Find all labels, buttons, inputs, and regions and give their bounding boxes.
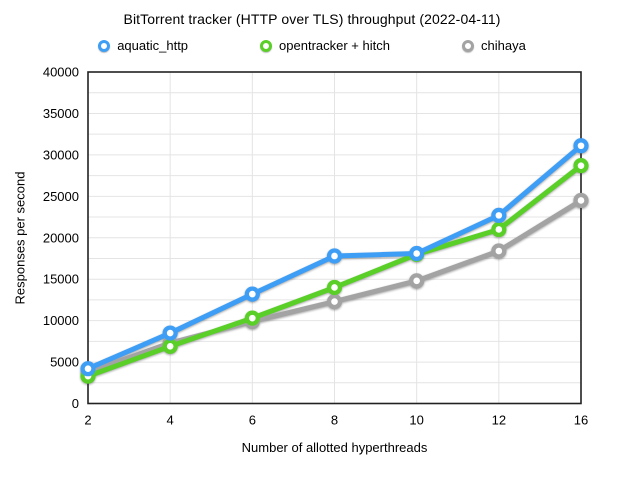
y-tick-label: 40000 [43, 65, 79, 80]
x-tick-label: 10 [409, 413, 423, 428]
x-tick-label: 6 [249, 413, 256, 428]
y-tick-label: 30000 [43, 147, 79, 162]
data-point-center [331, 252, 338, 260]
legend-item-aquatic-http: aquatic_http [98, 38, 188, 53]
legend-item-chihaya: chihaya [461, 38, 526, 53]
data-point-center [495, 212, 503, 219]
x-tick-label: 2 [84, 413, 91, 428]
legend-marker-icon [461, 39, 474, 52]
chart-legend: aquatic_http opentracker + hitch chihaya [0, 38, 624, 53]
data-point-center [249, 290, 256, 298]
data-point-center [577, 197, 585, 204]
y-tick-label: 20000 [43, 230, 79, 245]
data-point-center [495, 247, 503, 255]
legend-item-opentracker-hitch: opentracker + hitch [260, 38, 390, 53]
series-group [80, 138, 589, 384]
data-point-center [166, 329, 174, 337]
data-point-center [331, 298, 338, 305]
data-point-center [331, 284, 338, 291]
chart-title: BitTorrent tracker (HTTP over TLS) throu… [123, 11, 501, 27]
data-point-center [166, 343, 174, 350]
y-tick-label: 5000 [50, 355, 79, 370]
y-tick-label: 10000 [43, 313, 79, 328]
data-point-center [577, 142, 585, 150]
y-tick-label: 0 [72, 396, 79, 411]
data-point-center [249, 314, 256, 322]
legend-marker-icon [260, 39, 273, 52]
x-tick-label: 12 [492, 413, 506, 428]
legend-label: opentracker + hitch [279, 38, 390, 53]
x-tick-label: 8 [331, 413, 338, 428]
y-tick-label: 25000 [43, 189, 79, 204]
legend-label: aquatic_http [117, 38, 189, 53]
legend-marker-icon [98, 39, 111, 52]
x-tick-label: 16 [574, 413, 588, 428]
data-point-center [577, 162, 585, 169]
data-point-center [413, 277, 420, 285]
data-point-center [495, 226, 503, 233]
y-tick-label: 15000 [43, 272, 79, 287]
x-tick-label: 4 [167, 413, 174, 428]
data-point-center [413, 250, 420, 257]
y-tick-label: 35000 [43, 106, 79, 121]
x-axis-title: Number of allotted hyperthreads [241, 440, 428, 455]
plot-frame [87, 71, 582, 405]
legend-label: chihaya [480, 38, 526, 53]
data-point-center [84, 365, 92, 372]
